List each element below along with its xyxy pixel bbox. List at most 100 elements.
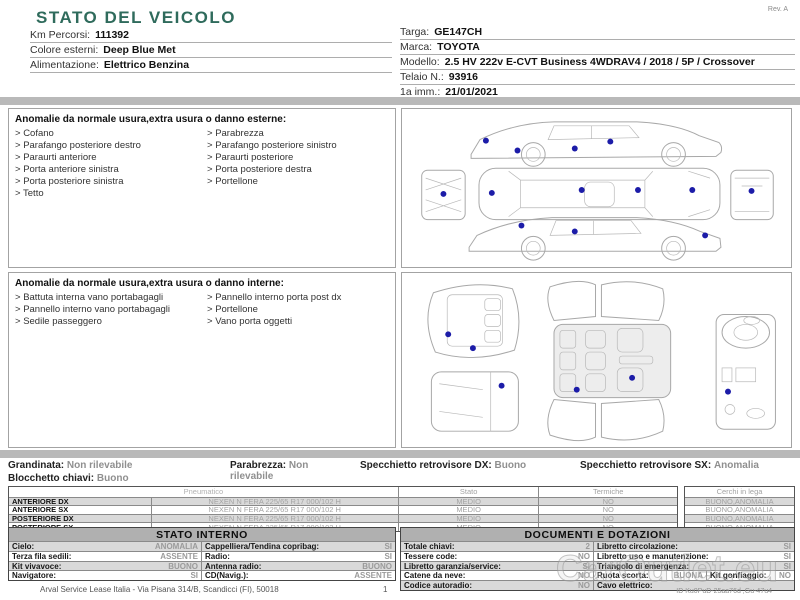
row-label: Totale chiavi: (404, 542, 455, 551)
status-blocchetto-chiavi: Blocchetto chiavi: Buono (8, 473, 129, 484)
row-value: 2 (585, 542, 590, 551)
table-row: Kit vivavoce: BUONO Antenna radio: BUONO (9, 560, 395, 571)
tire-stato: MEDIO (397, 497, 539, 506)
damage-markers (440, 137, 755, 239)
rim-value: BUONO,ANOMALIA (705, 497, 774, 506)
document-id: ID Ku0PuD-25aa76d ,Gu-47u4 (676, 588, 772, 595)
row-value: SI (783, 561, 791, 571)
status-label: Grandinata: (8, 460, 65, 471)
row-value: NO (578, 571, 590, 581)
tire-spec: NEXEN N FERA 225/65 R17 000/102 H (150, 514, 398, 523)
row-label: CD(Navig.): (205, 571, 249, 581)
anomaly-item: Portellone (207, 176, 389, 187)
external-anomalies-list: Cofano Parafango posteriore destro Parau… (9, 128, 395, 200)
row-label: Triangolo di emergenza: (597, 561, 690, 571)
car-exterior-views-icon (421, 121, 774, 261)
table-row: Libretto garanzia/service: SI Triangolo d… (401, 560, 794, 571)
row-label: Codice autoradio: (404, 581, 473, 590)
field-label: Telaio N.: (400, 71, 444, 83)
status-label: Specchietto retrovisore SX: (580, 460, 712, 471)
rims-table: Cerchi in lega BUONO,ANOMALIA BUONO,ANOM… (684, 486, 795, 532)
row-label: Cavo elettrico: (597, 581, 653, 590)
table-row: Tessere code: NO Libretto uso e manutenzi… (401, 550, 794, 561)
tire-stato: MEDIO (397, 506, 539, 514)
row-value: BUONA (673, 571, 703, 581)
field-value: Deep Blue Met (103, 44, 176, 56)
field-km: Km Percorsi: 111392 (30, 28, 392, 43)
status-parabrezza: Parabrezza: Non rilevabile (230, 460, 342, 482)
row-label: Radio: (205, 551, 230, 561)
status-value: Buono (96, 473, 129, 484)
row-label: Libretto circolazione: (597, 542, 678, 551)
table-row: Navigatore: SI CD(Navig.): ASSENTE (9, 570, 395, 581)
row-label: Cielo: (12, 542, 35, 551)
rim-row: BUONO,ANOMALIA (685, 513, 794, 523)
status-label: Parabrezza: (230, 460, 287, 471)
rim-row: BUONO,ANOMALIA (685, 505, 794, 514)
field-label: 1a imm.: (400, 86, 441, 98)
revision-label: Rev. A (767, 6, 788, 13)
page-title: STATO DEL VEICOLO (36, 8, 236, 27)
row-value: NO (578, 551, 590, 561)
col-pneumatico: Pneumatico (183, 487, 224, 497)
tire-row: POSTERIORE DX NEXEN N FERA 225/65 R17 00… (9, 513, 677, 523)
anomaly-item: Tetto (15, 188, 201, 199)
status-summary: Grandinata: Non rilevabile Parabrezza: N… (8, 460, 798, 486)
tire-row: ANTERIORE DX NEXEN N FERA 225/65 R17 000… (9, 496, 677, 506)
row-value: BUONO (168, 561, 198, 571)
field-value: 21/01/2021 (445, 86, 498, 98)
anomaly-item: Cofano (15, 128, 201, 139)
row-label: Kit gonfiaggio: (710, 571, 767, 581)
status-value: Non rilevabile (230, 460, 309, 482)
row-label: Tessere code: (404, 551, 458, 561)
tire-stato: MEDIO (397, 514, 539, 523)
row-label: Catene da neve: (404, 571, 466, 581)
row-value: NO (779, 571, 791, 581)
row-label: Ruota scorta: (597, 571, 649, 581)
row-value: SI (783, 542, 791, 551)
internal-anomalies-box: Anomalie da normale usura,extra usura o … (8, 272, 396, 448)
vehicle-fields-right: Targa: GE147CH Marca: TOYOTA Modello: 2.… (400, 25, 795, 100)
anomaly-item: Portellone (207, 304, 389, 315)
internal-anomalies-title: Anomalie da normale usura,extra usura o … (15, 278, 284, 289)
row-label: Libretto garanzia/service: (404, 561, 501, 571)
tire-position: POSTERIORE DX (12, 514, 74, 523)
status-value: Anomalia (713, 460, 759, 471)
tire-spec: NEXEN N FERA 225/65 R17 000/102 H (150, 506, 398, 514)
anomaly-item: Battuta interna vano portabagagli (15, 292, 201, 303)
field-value: 111392 (95, 29, 129, 41)
interior-damage-diagram (401, 272, 792, 448)
tire-table-header: Pneumatico Stato Termiche (9, 487, 677, 497)
row-value: SI (384, 542, 392, 551)
documenti-table: DOCUMENTI E DOTAZIONI Totale chiavi: 2 Li… (400, 527, 795, 591)
row-value: SI (384, 551, 392, 561)
row-label: Navigatore: (12, 571, 57, 581)
field-value: 93916 (448, 71, 478, 83)
row-label: Libretto uso e manutenzione: (597, 551, 709, 561)
rim-value: BUONO,ANOMALIA (705, 514, 774, 523)
field-value: 2.5 HV 222v E-CVT Business 4WDRAV4 / 201… (444, 56, 755, 68)
tire-termiche: NO (538, 506, 677, 514)
field-label: Targa: (400, 26, 430, 38)
status-value: Buono (494, 460, 527, 471)
table-row: Codice autoradio: NO Cavo elettrico: (401, 580, 794, 590)
field-label: Modello: (400, 56, 440, 68)
anomaly-item: Pannello interno porta post dx (207, 292, 389, 303)
stato-interno-title: STATO INTERNO (9, 528, 395, 541)
exterior-damage-diagram (401, 108, 792, 268)
external-anomalies-box: Anomalie da normale usura,extra usura o … (8, 108, 396, 268)
field-value: Elettrico Benzina (103, 59, 190, 71)
col-termiche: Termiche (538, 487, 677, 497)
damage-markers (445, 331, 731, 395)
field-modello: Modello: 2.5 HV 222v E-CVT Business 4WDR… (400, 55, 795, 70)
anomaly-item: Porta posteriore sinistra (15, 176, 201, 187)
table-row: Cielo: ANOMALIA Cappelliera/Tendina copri… (9, 541, 395, 551)
status-value: Non rilevabile (66, 460, 133, 471)
tire-termiche: NO (538, 514, 677, 523)
field-colore: Colore esterni: Deep Blue Met (30, 43, 392, 58)
vehicle-fields-left: Km Percorsi: 111392 Colore esterni: Deep… (30, 28, 392, 73)
field-telaio: Telaio N.: 93916 (400, 70, 795, 85)
row-value: BUONO (362, 561, 392, 571)
table-row: Catene da neve: NO Ruota scorta: BUONA Kit… (401, 570, 794, 581)
tire-position: ANTERIORE DX (12, 497, 69, 506)
